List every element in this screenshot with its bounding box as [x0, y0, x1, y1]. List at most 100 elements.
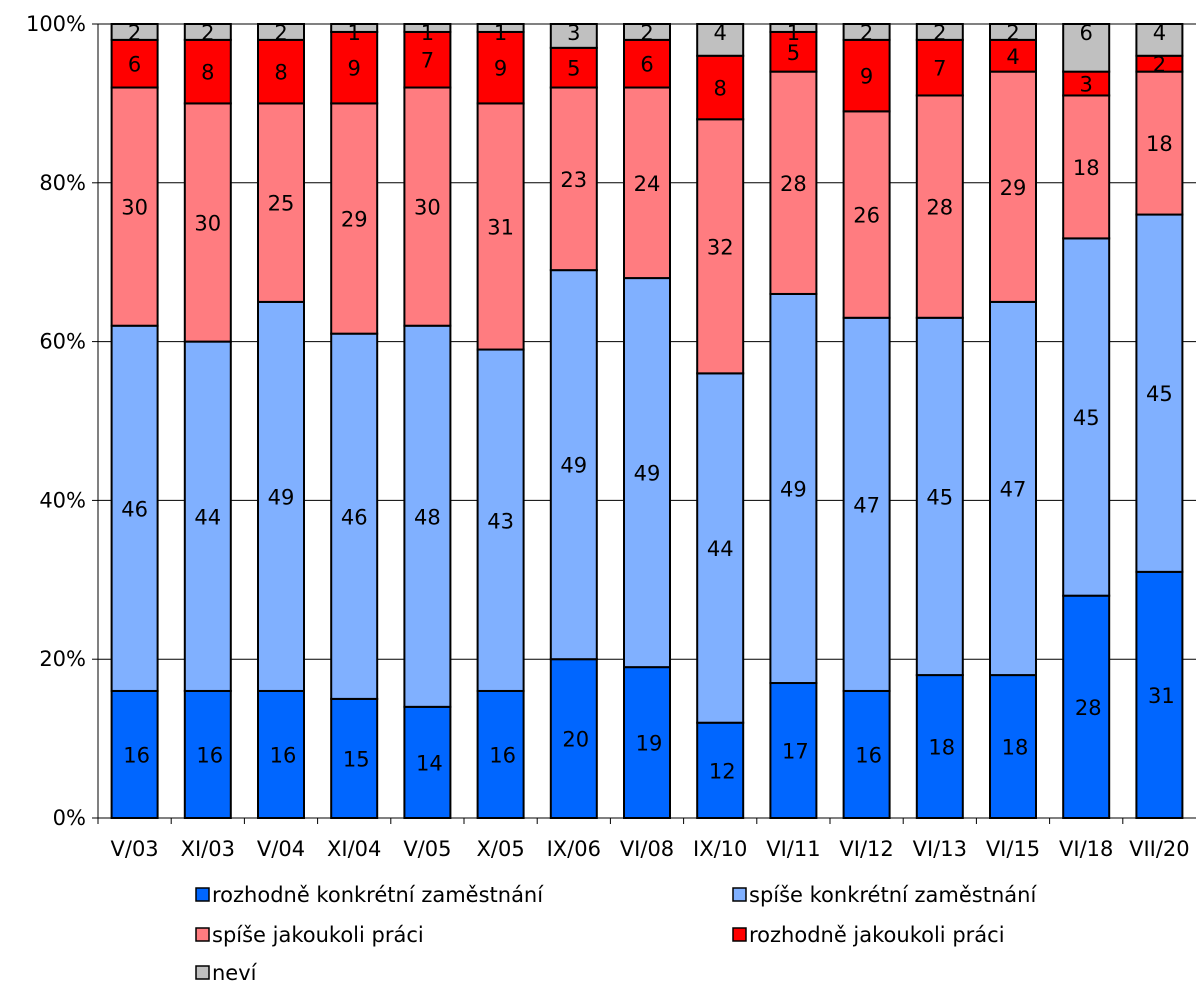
data-label: 17	[782, 740, 809, 764]
data-label: 44	[707, 537, 734, 561]
data-label: 48	[414, 505, 441, 529]
x-tick-label: V/03	[111, 837, 159, 861]
data-label: 9	[860, 65, 873, 89]
data-label: 46	[121, 497, 148, 521]
x-tick-label: XI/03	[181, 837, 235, 861]
bar-segment	[330, 30, 379, 105]
bar-segment	[476, 30, 525, 105]
data-label: 8	[274, 61, 287, 85]
x-tick-label: VI/15	[986, 837, 1040, 861]
data-label: 2	[640, 21, 653, 45]
bar-segment	[623, 277, 671, 669]
data-label: 7	[421, 49, 434, 73]
data-label: 16	[855, 743, 882, 767]
legend-label: neví	[212, 961, 258, 985]
bars: 1646306216443082164925821546299114483071…	[110, 21, 1184, 820]
data-label: 31	[1148, 684, 1175, 708]
legend-label: rozhodně konkrétní zaměstnání	[212, 883, 544, 907]
x-tick-label: V/05	[403, 837, 451, 861]
bar-segment	[623, 23, 671, 41]
bar-segment	[696, 372, 745, 724]
legend-swatch	[195, 927, 210, 942]
data-label: 5	[787, 41, 800, 65]
bar-segment	[330, 332, 379, 700]
bar-segment	[1062, 23, 1111, 73]
bar-segment	[403, 30, 452, 89]
data-label: 9	[494, 57, 507, 81]
bar-segment	[183, 23, 232, 41]
bar-segment	[403, 324, 452, 708]
y-tick-label: 60%	[39, 330, 86, 354]
bar-segment	[549, 23, 598, 49]
bar-segment	[989, 23, 1037, 41]
legend: rozhodně konkrétní zaměstnání spíše konkr…	[195, 883, 1037, 985]
data-label: 16	[196, 743, 223, 767]
y-tick-label: 100%	[26, 12, 86, 36]
data-label: 25	[268, 192, 295, 216]
bar-segment	[1135, 213, 1184, 573]
bar-segment	[110, 689, 159, 820]
x-tick-label: VI/08	[620, 837, 674, 861]
data-label: 18	[1073, 156, 1100, 180]
data-label: 23	[560, 168, 587, 192]
bar-segment	[476, 23, 525, 33]
data-label: 18	[1002, 736, 1029, 760]
bar-segment	[842, 38, 891, 113]
bar-segment	[257, 38, 305, 105]
x-tick-label: VI/11	[766, 837, 820, 861]
data-label: 4	[1006, 45, 1019, 69]
bar-segment	[915, 674, 964, 820]
bar-segment	[915, 38, 964, 97]
bar-segment	[623, 38, 671, 89]
bar-segment	[989, 38, 1037, 73]
data-label: 29	[341, 208, 368, 232]
data-label: 46	[341, 505, 368, 529]
x-tick-label: IX/06	[547, 837, 601, 861]
x-tick-label: VI/18	[1059, 837, 1113, 861]
bar-segment	[549, 86, 598, 272]
data-label: 29	[1000, 176, 1027, 200]
y-tick-label: 20%	[39, 647, 86, 671]
data-label: 2	[128, 21, 141, 45]
legend-label: spíše konkrétní zaměstnání	[749, 883, 1037, 907]
bar-segment	[183, 38, 232, 105]
bar-segment	[769, 682, 818, 820]
data-label: 2	[1006, 21, 1019, 45]
data-label: 18	[928, 736, 955, 760]
data-label: 2	[274, 21, 287, 45]
bar-segment	[1062, 237, 1111, 597]
data-label: 30	[414, 196, 441, 220]
data-label: 18	[1146, 132, 1173, 156]
x-tick-label: VII/20	[1129, 837, 1190, 861]
data-label: 28	[1075, 696, 1102, 720]
bar-segment	[623, 86, 671, 280]
data-label: 19	[636, 732, 663, 756]
data-label: 1	[421, 21, 434, 45]
bar-segment	[915, 23, 964, 41]
bar-segment	[330, 102, 379, 335]
bar-segment	[696, 54, 745, 121]
bar-segment	[842, 689, 891, 820]
bar-segment	[257, 102, 305, 303]
x-tick-label: X/05	[477, 837, 525, 861]
bar-segment	[696, 23, 745, 57]
bar-segment	[989, 300, 1037, 677]
data-label: 49	[560, 454, 587, 478]
data-label: 2	[1153, 53, 1166, 77]
bar-segment	[842, 110, 891, 319]
data-label: 31	[487, 215, 514, 239]
data-label: 4	[714, 21, 727, 45]
legend-swatch	[195, 887, 210, 902]
data-label: 45	[1146, 382, 1173, 406]
bar-segment	[915, 316, 964, 677]
bar-segment	[476, 348, 525, 692]
bar-segment	[403, 23, 452, 33]
data-label: 49	[780, 477, 807, 501]
data-label: 2	[201, 21, 214, 45]
bar-segment	[989, 70, 1037, 303]
data-label: 4	[1153, 21, 1166, 45]
bar-segment	[1135, 23, 1184, 57]
data-label: 1	[494, 21, 507, 45]
data-label: 47	[853, 493, 880, 517]
